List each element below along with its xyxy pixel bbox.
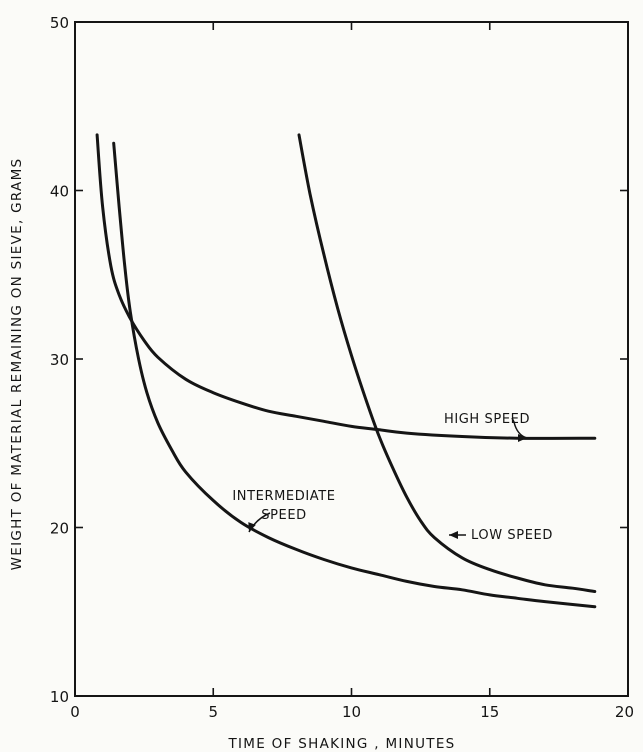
x-axis-title: TIME OF SHAKING , MINUTES <box>227 736 455 752</box>
series-group <box>95 133 597 609</box>
y-tick-label: 50 <box>50 14 69 32</box>
label-low-speed: LOW SPEED <box>449 528 553 543</box>
arrowhead-icon <box>248 522 256 532</box>
x-tick-label: 0 <box>70 703 80 721</box>
label-text: SPEED <box>261 508 307 523</box>
x-tick-label: 5 <box>208 703 218 721</box>
y-tick-label: 10 <box>50 688 69 706</box>
arrowhead-icon <box>518 434 527 442</box>
series-line-intermediate-speed <box>112 141 597 609</box>
x-tick-label: 15 <box>480 703 499 721</box>
series-line-low-speed <box>297 133 597 593</box>
label-high-speed: HIGH SPEED <box>444 412 530 442</box>
y-tick-label: 40 <box>50 183 69 201</box>
label-text: INTERMEDIATE <box>232 489 335 504</box>
y-tick-label: 20 <box>50 520 69 538</box>
x-tick-label: 10 <box>342 703 361 721</box>
annotations: HIGH SPEED INTERMEDIATE SPEED LOW SPEED <box>232 412 553 543</box>
y-axis-title: WEIGHT OF MATERIAL REMAINING ON SIEVE, G… <box>9 158 25 571</box>
label-text: HIGH SPEED <box>444 412 530 427</box>
x-tick-label: 20 <box>615 703 634 721</box>
series-line-high-speed <box>95 133 597 440</box>
arrowhead-icon <box>449 531 458 539</box>
y-tick-label: 30 <box>50 351 69 369</box>
label-text: LOW SPEED <box>471 528 553 543</box>
label-intermediate-speed: INTERMEDIATE SPEED <box>232 489 335 533</box>
axes: 0 5 10 15 20 10 20 30 40 50 <box>50 14 634 721</box>
